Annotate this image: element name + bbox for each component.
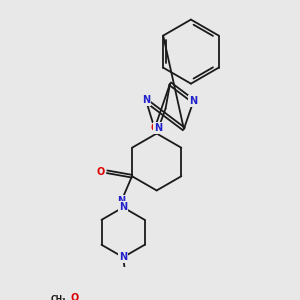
Text: O: O	[97, 167, 105, 177]
Text: N: N	[117, 196, 125, 206]
Text: N: N	[119, 252, 127, 262]
Text: N: N	[189, 96, 197, 106]
Text: O: O	[70, 293, 79, 300]
Text: N: N	[119, 202, 127, 212]
Text: N: N	[142, 95, 150, 106]
Text: O: O	[151, 124, 159, 134]
Text: N: N	[154, 123, 163, 133]
Text: CH₃: CH₃	[51, 296, 66, 300]
